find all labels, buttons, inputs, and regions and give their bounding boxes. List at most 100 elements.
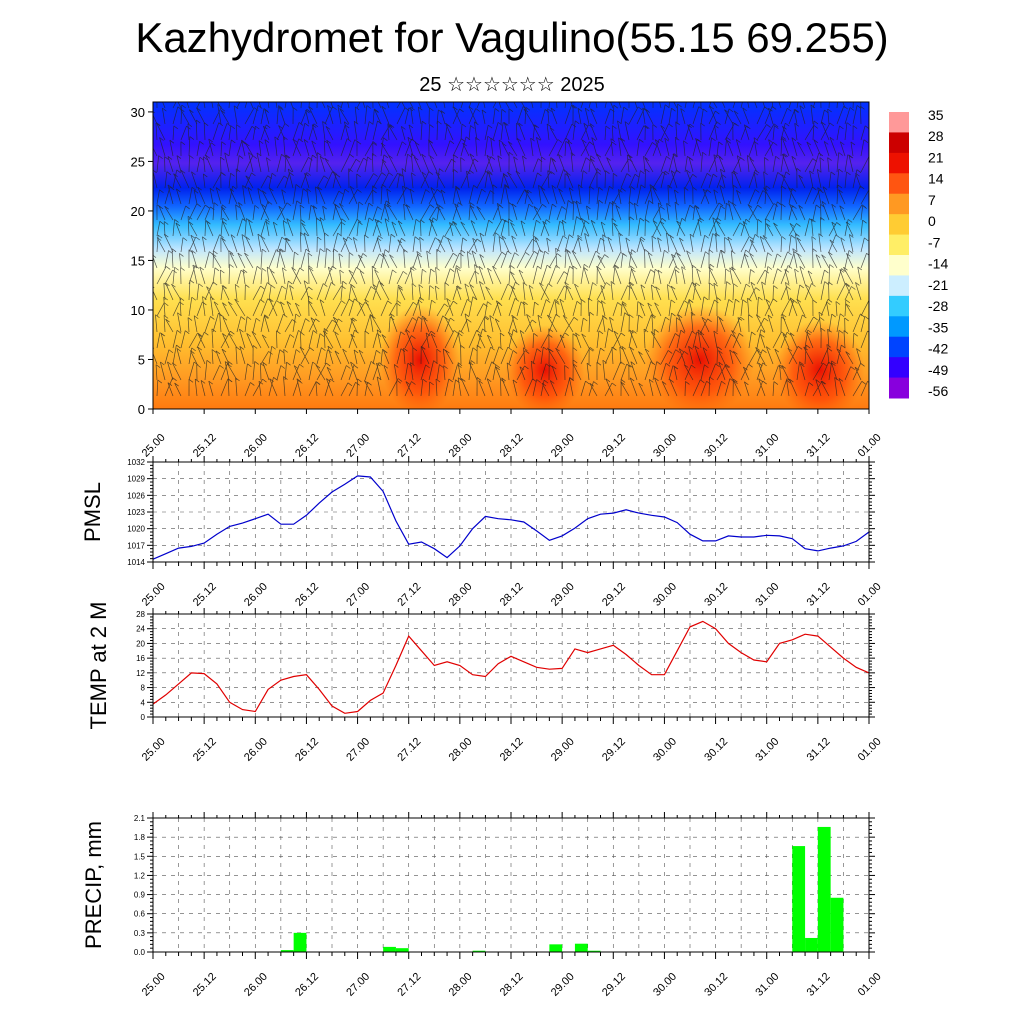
wind-barb-flag: [618, 232, 623, 237]
wind-barb: [369, 314, 374, 333]
wind-barb: [564, 141, 567, 157]
wind-barb: [765, 223, 774, 237]
wind-barb: [831, 204, 838, 221]
wind-barb: [260, 314, 265, 333]
wind-barb: [440, 110, 446, 125]
wind-barb: [403, 348, 406, 365]
wind-barb-flag: [211, 253, 217, 257]
wind-barb: [444, 317, 451, 333]
wind-barb-flag: [844, 317, 849, 322]
wind-barb: [316, 175, 325, 189]
wind-barb: [421, 171, 430, 189]
wind-barb: [860, 253, 867, 269]
wind-barb: [660, 123, 669, 141]
wind-barb: [296, 378, 302, 397]
wind-barb-flag: [312, 330, 318, 334]
wind-barb-flag: [545, 299, 551, 303]
wind-barb-flag: [652, 124, 657, 128]
wind-barb-flag: [199, 156, 205, 161]
wind-barb-flag: [390, 313, 395, 317]
wind-barb-flag: [377, 206, 382, 210]
wind-barb-flag: [557, 139, 563, 143]
wind-barb: [418, 102, 422, 109]
wind-barb-flag: [165, 266, 171, 270]
wind-barb-flag: [864, 125, 869, 130]
wind-barb: [348, 267, 357, 285]
wind-barb-flag: [715, 232, 720, 237]
wind-barb: [660, 156, 667, 173]
wind-barb-flag: [629, 201, 634, 205]
wind-barb-flag: [482, 328, 487, 333]
wind-barb-flag: [600, 221, 606, 226]
wind-barb-flag: [303, 232, 309, 237]
wind-barb-flag: [800, 363, 805, 367]
wind-barb: [469, 284, 478, 301]
wind-barb: [708, 376, 710, 397]
wind-barb: [746, 155, 750, 173]
wind-barb: [472, 238, 478, 253]
wind-barb: [652, 171, 663, 189]
wind-barb: [630, 265, 638, 285]
wind-barb-flag: [384, 218, 390, 222]
wind-barb: [665, 232, 670, 253]
wind-barb: [356, 102, 361, 109]
wind-barb: [245, 142, 254, 157]
wind-barb-flag: [172, 362, 177, 367]
wind-barb-flag: [572, 359, 578, 364]
wind-barb-flag: [607, 236, 612, 241]
wind-barb: [667, 284, 670, 301]
wind-barb: [799, 105, 806, 125]
wind-barb-flag: [689, 123, 695, 128]
wind-barb: [236, 218, 243, 237]
wind-barb: [238, 202, 246, 221]
wind-barb: [843, 267, 854, 285]
wind-barb-flag: [669, 379, 674, 383]
wind-barb-flag: [773, 381, 779, 385]
wind-barb-flag: [217, 104, 222, 108]
wind-barb: [647, 302, 654, 317]
wind-barb-flag: [388, 155, 393, 159]
wind-barb-flag: [564, 281, 569, 286]
wind-barb: [756, 329, 762, 349]
wind-barb-flag: [490, 346, 495, 351]
wind-barb: [405, 204, 414, 221]
wind-barb-flag: [578, 184, 583, 188]
wind-barb: [540, 219, 547, 237]
wind-barb: [228, 186, 233, 205]
wind-barb: [588, 282, 593, 301]
wind-barb: [668, 349, 676, 365]
wind-barb-flag: [621, 187, 626, 192]
wind-barb: [384, 218, 390, 237]
wind-barb: [753, 172, 758, 189]
wind-barb-flag: [796, 168, 802, 172]
wind-barb-flag: [174, 219, 179, 223]
wind-barb-flag: [346, 91, 350, 94]
wind-barb: [443, 365, 446, 381]
wind-barb-flag: [334, 350, 340, 355]
wind-barb-flag: [376, 237, 382, 242]
wind-barb-flag: [829, 264, 834, 268]
wind-barb: [372, 253, 380, 269]
wind-barb: [815, 379, 822, 397]
wind-barb-flag: [176, 155, 182, 159]
wind-barb: [172, 267, 175, 285]
wind-barb: [460, 221, 470, 237]
wind-barb: [844, 154, 849, 173]
wind-barb: [396, 107, 406, 125]
wind-barb: [612, 105, 615, 125]
wind-barb-flag: [675, 121, 680, 126]
colorbar-swatch: [889, 357, 909, 379]
wind-barb: [386, 188, 390, 205]
wind-barb: [781, 174, 790, 189]
xtick-label: 26.12: [293, 971, 321, 999]
wind-barb: [532, 172, 538, 189]
wind-barb: [820, 269, 825, 285]
wind-barb: [496, 300, 502, 317]
wind-barb: [412, 236, 416, 253]
wind-barb-flag: [718, 156, 724, 160]
wind-barb: [708, 110, 716, 125]
wind-barb: [276, 154, 282, 173]
wind-barb-flag: [596, 153, 602, 158]
wind-barb-flag: [439, 168, 444, 172]
